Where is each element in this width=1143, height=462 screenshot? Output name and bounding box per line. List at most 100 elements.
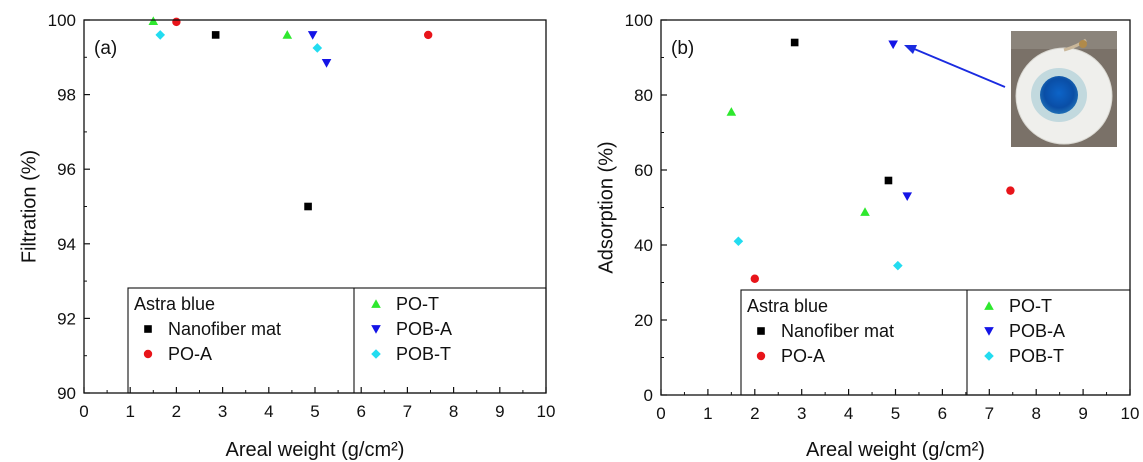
panel-b-point-pob-a [888, 40, 898, 50]
panel-b-x-tick-label: 9 [1078, 404, 1087, 423]
panel-b-x-tick-labels: 0 1 2 3 4 5 6 7 8 9 10 [656, 404, 1139, 423]
panel-a-point-pob-a [321, 59, 332, 68]
panel-a-y-tick-label: 94 [57, 235, 76, 254]
panel-b-y-tick-label: 40 [634, 236, 653, 255]
panel-b-legend-marker-nanofiber-mat [757, 327, 765, 335]
panel-a-legend-marker-pob-a [371, 325, 381, 334]
panel-a-x-tick-label: 1 [125, 402, 134, 421]
panel-a-chart: Astra blue Nanofiber mat PO-A PO-T POB-A POB-… [18, 11, 555, 461]
panel-a-legend-title: Astra blue [134, 294, 215, 314]
panel-a-x-tick-label: 4 [264, 402, 273, 421]
panel-a-point-pob-t [155, 30, 166, 40]
panel-a-point-pob-t [312, 43, 323, 53]
inset-photo [1011, 31, 1117, 147]
panel-a-x-tick-label: 3 [218, 402, 227, 421]
panel-b-ticks [660, 19, 1131, 396]
panel-b-legend: Astra blue Nanofiber mat PO-A PO-T POB-A POB-… [740, 289, 1131, 396]
panel-b-legend-label-po-a: PO-A [781, 346, 825, 366]
panel-a-y-tick-label: 98 [57, 86, 76, 105]
panel-a-label: (a) [94, 38, 117, 59]
panel-a-point-nanofiber-mat [211, 31, 220, 39]
panel-a-legend-label-nanofiber-mat: Nanofiber mat [168, 319, 281, 339]
panel-a-legend-label-po-a: PO-A [168, 344, 212, 364]
panel-b-x-tick-label: 6 [938, 404, 947, 423]
panel-b-label: (b) [671, 38, 694, 59]
panel-b-x-tick-label: 4 [844, 404, 853, 423]
inset-arrow [904, 45, 1006, 88]
panel-a-legend-marker-pob-t [371, 349, 381, 359]
panel-b-point-pob-t [893, 260, 903, 271]
panel-b-y-tick-label: 0 [644, 386, 653, 405]
panel-a-legend-label-pob-a: POB-A [396, 319, 452, 339]
panel-a-x-tick-label: 8 [449, 402, 458, 421]
panel-b-x-tick-label: 0 [656, 404, 665, 423]
panel-a-point-po-a [423, 30, 433, 40]
panel-a-markers [148, 16, 433, 211]
panel-b-x-tick-label: 5 [891, 404, 900, 423]
panel-b-point-pob-a [902, 192, 913, 202]
panel-a-y-tick-label: 90 [57, 384, 76, 403]
panel-b-legend-label-pob-t: POB-T [1009, 346, 1064, 366]
inset-arrow-head [904, 45, 917, 54]
panel-b-point-nanofiber-mat [884, 176, 893, 185]
panel-a-ticks [83, 19, 547, 394]
panel-a-legend-label-pob-t: POB-T [396, 344, 451, 364]
panel-a-x-tick-label: 7 [403, 402, 412, 421]
inset-arrow-line [911, 47, 1006, 88]
panel-a-x-axis-title: Areal weight (g/cm²) [226, 439, 405, 461]
panel-b-y-tick-labels: 0 20 40 60 80 100 [625, 11, 653, 405]
panel-b-legend-marker-po-t [984, 301, 994, 310]
panel-a-y-axis-title: Filtration (%) [18, 150, 40, 263]
panel-a-y-tick-label: 96 [57, 160, 76, 179]
panel-a-point-nanofiber-mat [304, 202, 312, 211]
panel-a-x-tick-label: 6 [356, 402, 365, 421]
panel-b-x-tick-label: 1 [703, 404, 712, 423]
panel-a-legend-marker-po-t [371, 299, 381, 308]
panel-b-legend-label-pob-a: POB-A [1009, 321, 1065, 341]
panel-b-y-tick-label: 100 [625, 11, 653, 30]
panel-a-x-tick-label: 9 [495, 402, 504, 421]
panel-b-x-axis-title: Areal weight (g/cm²) [806, 439, 985, 461]
panel-a-point-po-t [282, 30, 293, 39]
panel-b-x-tick-label: 7 [985, 404, 994, 423]
panel-a-x-tick-label: 2 [172, 402, 181, 421]
panel-b-x-tick-label: 2 [750, 404, 759, 423]
panel-b-x-tick-label: 3 [797, 404, 806, 423]
panel-b-point-po-t [860, 207, 870, 216]
panel-b-point-pob-t [733, 236, 744, 247]
panel-b-y-tick-label: 80 [634, 86, 653, 105]
panel-a-legend-label-po-t: PO-T [396, 294, 439, 314]
panel-b-y-tick-label: 20 [634, 311, 653, 330]
panel-a-legend-marker-po-a [143, 349, 153, 359]
panel-a-y-tick-label: 92 [57, 309, 76, 328]
panel-b-legend-marker-pob-a [984, 327, 994, 336]
panel-a-point-pob-a [307, 31, 318, 40]
panel-b-point-po-a [1006, 186, 1015, 195]
panel-a-x-tick-label: 10 [537, 402, 556, 421]
inset-photo-blue-spot [1040, 76, 1078, 114]
panel-b-point-po-t [726, 107, 737, 116]
panel-b-legend-label-nanofiber-mat: Nanofiber mat [781, 321, 894, 341]
panel-a-x-tick-labels: 0 1 2 3 4 5 6 7 8 9 10 [79, 402, 555, 421]
panel-b-x-tick-label: 10 [1121, 404, 1140, 423]
panel-a-legend-marker-nanofiber-mat [144, 325, 152, 333]
panel-b-x-tick-label: 8 [1031, 404, 1040, 423]
panel-b-point-nanofiber-mat [790, 38, 799, 47]
panel-a-x-tick-label: 5 [310, 402, 319, 421]
panel-b-legend-marker-pob-t [984, 351, 994, 361]
panel-b-legend-marker-po-a [756, 351, 766, 361]
panel-b-point-po-a [750, 274, 759, 283]
panel-b-chart: Astra blue Nanofiber mat PO-A PO-T POB-A POB-… [595, 11, 1139, 461]
panel-a-x-tick-label: 0 [79, 402, 88, 421]
panel-b-y-axis-title: Adsorption (%) [595, 141, 617, 273]
panel-a-legend: Astra blue Nanofiber mat PO-A PO-T POB-A POB-… [127, 287, 547, 394]
panel-a-y-tick-label: 100 [48, 11, 76, 30]
inset-photo-background-top [1011, 31, 1117, 49]
panel-a-point-po-a [172, 17, 181, 27]
panel-b-markers [726, 38, 1015, 283]
panel-a-y-tick-labels: 90 92 94 96 98 100 [48, 11, 76, 403]
panel-b-legend-title: Astra blue [747, 296, 828, 316]
inset-photo-tab-knot [1079, 40, 1087, 48]
panel-b-y-tick-label: 60 [634, 161, 653, 180]
